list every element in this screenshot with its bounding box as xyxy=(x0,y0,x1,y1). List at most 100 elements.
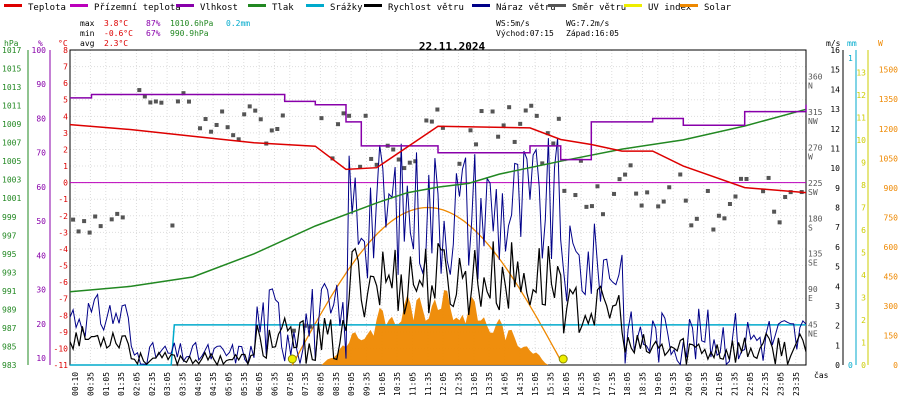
axis-tick-time: 05:05 xyxy=(224,372,233,396)
axis-tick-direction-label: W xyxy=(808,152,813,161)
series-wind-direction-point xyxy=(175,99,180,104)
legend-swatch xyxy=(548,4,566,7)
series-wind-direction-point xyxy=(341,111,346,116)
sunset-marker xyxy=(558,354,568,364)
axis-tick-direction-label: NE xyxy=(808,330,818,339)
axis-tick-wind: 14 xyxy=(830,85,840,94)
series-wind-direction-point xyxy=(667,185,672,190)
series-wind-direction-point xyxy=(413,159,418,164)
legend-swatch xyxy=(680,4,698,7)
axis-tick-temperature: 4 xyxy=(63,112,68,121)
axis-tick-uv: 7 xyxy=(861,204,866,213)
series-wind-direction-point xyxy=(600,212,605,217)
stats-humidity: 87% xyxy=(146,19,161,28)
axis-tick-solar: 900 xyxy=(884,184,899,193)
axis-tick-temperature: -4 xyxy=(58,245,68,254)
series-wind-direction-point xyxy=(540,161,545,166)
axis-tick-solar: 150 xyxy=(884,331,899,340)
series-wind-direction-point xyxy=(507,105,512,110)
series-wind-direction-point xyxy=(396,157,401,162)
axis-tick-time: 20:35 xyxy=(700,372,709,396)
series-wind-direction-point xyxy=(678,172,683,177)
legend-swatch xyxy=(624,4,642,7)
axis-tick-uv: 12 xyxy=(856,91,866,100)
axis-tick-direction-label: SW xyxy=(808,188,818,197)
series-wind-direction-point xyxy=(363,113,368,118)
series-wind-direction-point xyxy=(551,141,556,146)
series-wind-direction-point xyxy=(435,107,440,112)
legend-label: Solar xyxy=(704,3,732,13)
series-wind-direction-point xyxy=(71,217,76,222)
axis-tick-direction: 180 xyxy=(808,214,823,223)
axis-tick-pressure: 999 xyxy=(2,213,17,222)
axis-tick-time: 02:05 xyxy=(132,372,141,396)
axis-tick-time: 15:05 xyxy=(531,372,540,396)
series-wind-direction-point xyxy=(225,125,230,130)
axis-tick-time: 06:05 xyxy=(255,372,264,396)
axis-tick-temperature: -1 xyxy=(58,195,68,204)
axis-tick-wind: 16 xyxy=(830,46,840,55)
series-humidity xyxy=(70,93,807,161)
legend-swatch xyxy=(4,4,22,7)
series-wind-direction-point xyxy=(280,113,285,118)
series-wind-direction-point xyxy=(518,121,523,126)
axis-tick-time: 08:35 xyxy=(332,372,341,396)
stats-row-label: min xyxy=(80,29,95,38)
axis-tick-time: 01:05 xyxy=(102,372,111,396)
series-wind-direction-point xyxy=(82,219,87,224)
axis-tick-humidity: 80 xyxy=(36,114,46,123)
stats-row-label: max xyxy=(80,19,95,28)
axis-tick-solar: 750 xyxy=(884,213,899,222)
legend-label: Rychlost větru xyxy=(388,3,464,13)
axis-unit-humidity: % xyxy=(38,39,43,48)
sunrise-marker xyxy=(287,354,297,364)
axis-tick-time: 19:05 xyxy=(654,372,663,396)
axis-tick-uv: 11 xyxy=(856,114,866,123)
series-wind-direction-point xyxy=(407,160,412,165)
legend-swatch xyxy=(306,4,324,7)
axis-tick-direction-label: SE xyxy=(808,259,818,268)
series-wind-direction-point xyxy=(479,109,484,114)
axis-tick-wind: 5 xyxy=(835,263,840,272)
axis-tick-uv: 10 xyxy=(856,136,866,145)
sunset-info: Západ:16:05 xyxy=(566,29,619,38)
axis-tick-temperature: 8 xyxy=(63,46,68,55)
axis-tick-pressure: 1011 xyxy=(2,102,21,111)
axis-tick-uv: 8 xyxy=(861,181,866,190)
axis-tick-time: 03:35 xyxy=(178,372,187,396)
series-wind-direction-point xyxy=(661,199,666,204)
axis-tick-temperature: -7 xyxy=(58,295,68,304)
axis-tick-time: 21:05 xyxy=(715,372,724,396)
series-wind-direction-point xyxy=(744,176,749,181)
axis-tick-wind: 2 xyxy=(835,322,840,331)
axis-tick-time: 20:05 xyxy=(684,372,693,396)
series-wind-direction-point xyxy=(716,213,721,218)
series-wind-direction-point xyxy=(203,117,208,122)
axis-tick-solar: 1050 xyxy=(879,154,898,163)
axis-tick-time: 00:10 xyxy=(71,372,80,396)
series-wind-direction-point xyxy=(628,163,633,168)
axis-tick-time: 07:35 xyxy=(301,372,310,396)
series-wind-direction-point xyxy=(186,99,191,104)
axis-tick-direction: 135 xyxy=(808,250,823,259)
axis-unit-wind: m/s xyxy=(826,39,841,48)
axis-tick-solar: 1200 xyxy=(879,125,898,134)
axis-unit-solar: W xyxy=(878,39,883,48)
legend-label: UV index xyxy=(648,3,692,13)
stats-temp: -0.6°C xyxy=(104,29,133,38)
axis-tick-time: 05:35 xyxy=(240,372,249,396)
series-wind-direction-point xyxy=(705,188,710,193)
legend-label: Vlhkost xyxy=(200,3,238,13)
legend-swatch xyxy=(176,4,194,7)
axis-tick-humidity: 50 xyxy=(36,217,46,226)
axis-tick-direction: 45 xyxy=(808,321,818,330)
axis-tick-wind: 7 xyxy=(835,223,840,232)
axis-tick-pressure: 1015 xyxy=(2,65,21,74)
axis-tick-uv: 9 xyxy=(861,159,866,168)
axis-tick-pressure: 985 xyxy=(2,342,17,351)
axis-tick-temperature: -3 xyxy=(58,228,68,237)
series-wind-direction-point xyxy=(170,223,175,228)
series-wind-direction-point xyxy=(645,190,650,195)
series-wind-direction-point xyxy=(87,230,92,235)
